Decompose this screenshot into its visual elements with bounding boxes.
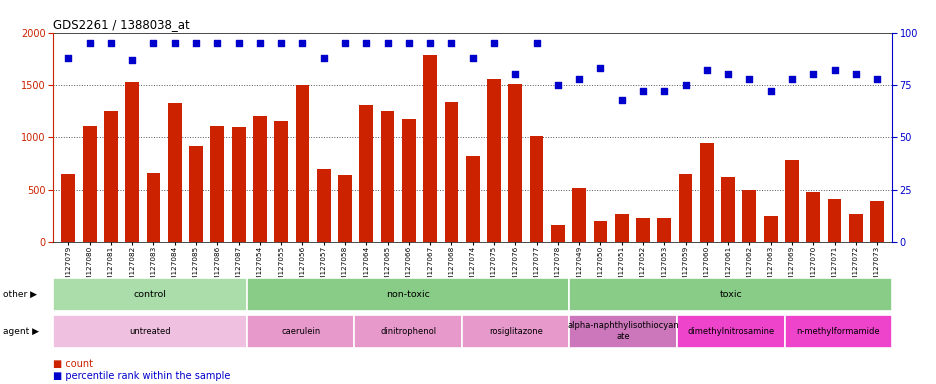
Text: ■ count: ■ count [53,359,94,369]
Text: ■ percentile rank within the sample: ■ percentile rank within the sample [53,371,230,381]
Point [465,55,480,61]
Point [358,40,373,46]
Point [486,40,501,46]
Bar [274,121,287,242]
Bar [572,187,585,242]
Point [507,71,522,78]
Point [231,40,246,46]
Bar [741,190,755,242]
Text: dimethylnitrosamine: dimethylnitrosamine [686,327,773,336]
Bar [848,214,862,242]
Text: other ▶: other ▶ [3,290,37,299]
Text: agent ▶: agent ▶ [3,327,38,336]
Point [167,40,182,46]
Point [826,67,841,73]
Point [678,82,693,88]
Point [656,88,671,94]
Point [380,40,395,46]
Text: rosiglitazone: rosiglitazone [489,327,542,336]
Point [614,96,629,103]
Point [124,57,139,63]
Text: caerulein: caerulein [281,327,320,336]
Bar [870,201,883,242]
Bar [104,111,118,242]
Text: control: control [134,290,167,299]
Bar [806,192,819,242]
Bar [657,218,670,242]
Bar [465,156,479,242]
Point [741,76,756,82]
Point [635,88,650,94]
Bar [168,103,182,242]
Bar [359,105,373,242]
Text: dinitrophenol: dinitrophenol [380,327,436,336]
Text: GDS2261 / 1388038_at: GDS2261 / 1388038_at [53,18,190,31]
Bar [62,174,75,242]
Point [146,40,161,46]
Bar [253,116,267,242]
Bar [295,85,309,242]
Bar [211,126,224,242]
Point [295,40,310,46]
Bar [423,55,436,242]
Bar [529,136,543,242]
Point [529,40,544,46]
Point [571,76,586,82]
Point [805,71,820,78]
Bar [699,142,713,242]
Point [549,82,564,88]
Text: non-toxic: non-toxic [386,290,430,299]
Point [720,71,735,78]
Text: toxic: toxic [719,290,741,299]
Point [592,65,607,71]
Bar [508,84,521,242]
Point [188,40,203,46]
Bar [678,174,692,242]
Text: n-methylformamide: n-methylformamide [796,327,879,336]
Point [401,40,416,46]
Bar [444,102,458,242]
Text: alpha-naphthylisothiocyan
ate: alpha-naphthylisothiocyan ate [567,321,679,341]
Point [337,40,352,46]
Point [252,40,267,46]
Bar [592,221,607,242]
Point [103,40,118,46]
Bar [826,199,841,242]
Bar [721,177,734,242]
Point [315,55,330,61]
Bar [125,82,139,242]
Bar [189,146,203,242]
Point [422,40,437,46]
Point [210,40,225,46]
Point [869,76,884,82]
Point [783,76,798,82]
Bar [380,111,394,242]
Bar [231,127,245,242]
Bar [487,79,501,242]
Bar [636,218,650,242]
Bar [550,225,564,242]
Bar [146,173,160,242]
Point [698,67,713,73]
Point [273,40,288,46]
Bar [316,169,330,242]
Point [61,55,76,61]
Bar [82,126,96,242]
Text: untreated: untreated [129,327,170,336]
Bar [614,214,628,242]
Bar [784,160,798,242]
Point [82,40,97,46]
Point [847,71,862,78]
Bar [763,216,777,242]
Point [763,88,778,94]
Bar [402,119,416,242]
Point [444,40,459,46]
Bar [338,175,352,242]
